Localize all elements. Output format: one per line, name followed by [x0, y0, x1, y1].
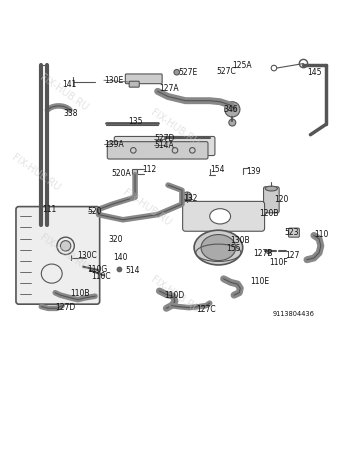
Text: 514A: 514A [154, 141, 174, 150]
Circle shape [229, 119, 236, 126]
FancyBboxPatch shape [107, 142, 208, 159]
Text: 527D: 527D [154, 135, 175, 144]
Text: 110: 110 [314, 230, 328, 239]
Text: 110E: 110E [251, 277, 270, 286]
Text: 110F: 110F [269, 258, 287, 267]
Text: 320: 320 [108, 235, 123, 244]
Text: 125A: 125A [232, 61, 252, 70]
Text: 514: 514 [126, 266, 140, 275]
FancyBboxPatch shape [129, 81, 139, 87]
FancyBboxPatch shape [183, 202, 265, 231]
Text: FIX-HUB.RU: FIX-HUB.RU [38, 233, 90, 273]
Bar [86, 207, 93, 213]
Circle shape [61, 241, 71, 251]
Text: 155: 155 [226, 244, 241, 253]
Ellipse shape [210, 209, 231, 224]
Text: 139: 139 [246, 166, 261, 176]
Text: 120B: 120B [259, 209, 279, 218]
Text: 110B: 110B [70, 289, 90, 298]
Text: 338: 338 [64, 109, 78, 118]
Text: FIX-HUB.RU: FIX-HUB.RU [149, 274, 201, 315]
Text: 130E: 130E [104, 76, 123, 85]
Text: 110G: 110G [88, 265, 108, 274]
Text: 132: 132 [184, 194, 198, 203]
Text: 520A: 520A [112, 169, 132, 178]
Text: 527C: 527C [217, 67, 236, 76]
Text: 130C: 130C [77, 251, 97, 260]
Circle shape [117, 267, 122, 272]
Ellipse shape [194, 230, 243, 265]
Ellipse shape [267, 250, 271, 254]
Ellipse shape [265, 186, 278, 191]
Text: 112: 112 [142, 165, 156, 174]
Text: 110C: 110C [91, 272, 111, 281]
Circle shape [225, 102, 240, 117]
Text: 111: 111 [42, 205, 57, 214]
Text: 154: 154 [210, 165, 224, 174]
Text: FIX-HUB.RU: FIX-HUB.RU [10, 153, 62, 193]
Text: 110D: 110D [164, 291, 184, 300]
FancyBboxPatch shape [114, 136, 215, 156]
Text: 140: 140 [113, 253, 128, 262]
Text: FIX-HUB.RU: FIX-HUB.RU [38, 73, 90, 113]
Circle shape [183, 192, 192, 201]
Text: 130B: 130B [231, 236, 250, 245]
FancyBboxPatch shape [288, 228, 299, 237]
Ellipse shape [201, 234, 236, 261]
Text: 520: 520 [88, 207, 102, 216]
Text: 127D: 127D [55, 303, 76, 312]
Text: 127A: 127A [159, 84, 179, 93]
Text: 145: 145 [308, 68, 322, 76]
Circle shape [174, 69, 180, 75]
Text: 9113804436: 9113804436 [272, 310, 314, 316]
FancyBboxPatch shape [264, 187, 279, 213]
Text: FIX-HUB.RU: FIX-HUB.RU [149, 108, 201, 148]
Text: 139A: 139A [104, 140, 124, 148]
Text: 141: 141 [62, 80, 77, 89]
FancyBboxPatch shape [125, 74, 162, 84]
Bar [132, 170, 137, 174]
Text: 127: 127 [285, 251, 300, 260]
Text: 127C: 127C [197, 305, 216, 314]
Text: 527E: 527E [178, 68, 198, 76]
Text: 127B: 127B [253, 249, 273, 258]
Text: 120: 120 [274, 195, 288, 204]
Text: 523: 523 [284, 228, 299, 237]
Text: 346: 346 [224, 105, 238, 114]
Text: 135: 135 [128, 117, 143, 126]
Text: FIX-HUB.RU: FIX-HUB.RU [121, 187, 173, 228]
FancyBboxPatch shape [16, 207, 100, 304]
